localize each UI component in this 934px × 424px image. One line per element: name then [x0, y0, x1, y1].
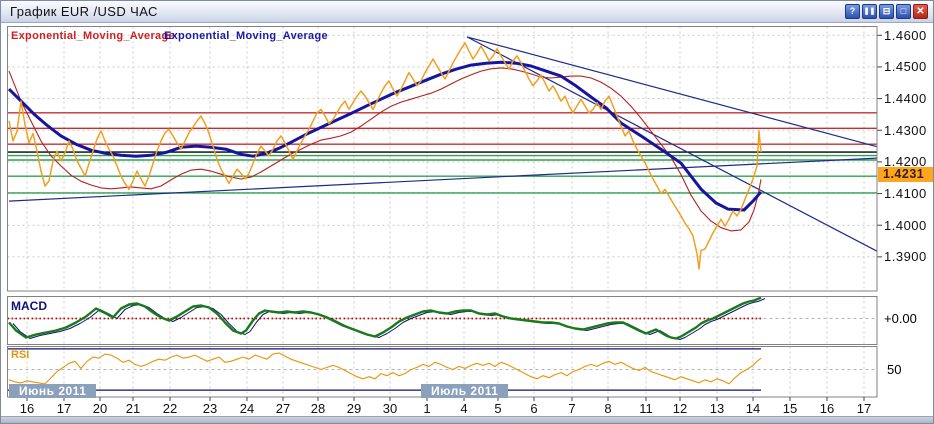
time-axis-label: 8: [604, 401, 612, 416]
main-panel-frame: [7, 26, 878, 292]
time-axis-label: 4: [460, 401, 468, 416]
time-axis-label: 1: [423, 401, 431, 416]
time-axis-label: 24: [239, 401, 255, 416]
time-axis-label: 17: [56, 401, 72, 416]
time-axis-label: 6: [530, 401, 538, 416]
minimize-button[interactable]: ⊟: [879, 4, 894, 19]
down-trend-lower: [466, 36, 878, 252]
price-axis-label: 1.4000: [884, 217, 927, 233]
up-trend-support: [8, 157, 878, 202]
ema-fast-legend: Exponential_Moving_Average: [11, 30, 175, 42]
time-axis-label: 20: [92, 401, 108, 416]
ema-slow-series: [7, 60, 763, 212]
time-axis-label: 27: [275, 401, 291, 416]
price-axis-label: 1.4300: [884, 122, 927, 138]
price-axis-label: 1.4100: [884, 186, 927, 202]
ema-fast-series: [8, 67, 762, 232]
rsi-series: [8, 352, 762, 385]
chart-canvas[interactable]: [1, 23, 934, 424]
current-price-tag: 1.4231: [878, 166, 933, 182]
maximize-button[interactable]: □: [896, 4, 911, 19]
time-axis-label: 5: [494, 401, 502, 416]
time-axis-label: 11: [639, 401, 653, 416]
close-button[interactable]: ✕: [913, 4, 928, 19]
price-axis-label: 1.4500: [884, 59, 927, 75]
price-series: [8, 42, 762, 270]
time-axis-label: 17: [856, 401, 872, 416]
window-buttons: ? ❚❚ ⊟ □ ✕: [845, 4, 928, 19]
macd-panel-label: MACD: [11, 299, 47, 313]
time-axis-label: 12: [672, 401, 688, 416]
down-trend-upper: [466, 36, 878, 148]
time-axis-label: 14: [745, 401, 761, 416]
window-title: График EUR /USD ЧАС: [10, 4, 158, 19]
time-axis-label: 21: [125, 401, 141, 416]
rsi-mid-label: 50: [887, 362, 902, 377]
time-axis-label: 22: [162, 401, 178, 416]
time-axis-label: 28: [310, 401, 326, 416]
time-axis-label: 15: [782, 401, 798, 416]
price-axis-label: 1.3900: [884, 249, 927, 265]
macd-zero-label: +0.00: [884, 311, 917, 326]
ema-slow-legend: Exponential_Moving_Average: [164, 30, 328, 42]
macd-panel-frame: [7, 296, 878, 345]
price-axis-label: 1.4200: [884, 154, 927, 170]
help-button[interactable]: ?: [845, 4, 860, 19]
main-panel-bg: [7, 26, 877, 291]
time-axis-label: 29: [346, 401, 362, 416]
time-axis-label: 30: [382, 401, 398, 416]
title-bar[interactable]: График EUR /USD ЧАС ? ❚❚ ⊟ □ ✕: [1, 1, 933, 23]
time-axis-label: 16: [819, 401, 835, 416]
macd-main-series: [8, 296, 762, 340]
time-axis-label: 13: [709, 401, 725, 416]
month-badge-june: Июнь 2011: [9, 384, 97, 398]
time-axis-label: 7: [568, 401, 576, 416]
price-axis-label: 1.4600: [884, 27, 927, 43]
month-badge-july: Июль 2011: [421, 384, 509, 398]
chart-content: Exponential_Moving_Average Exponential_M…: [1, 23, 933, 418]
window-resize-edge[interactable]: [1, 416, 933, 423]
price-axis-label: 1.4400: [884, 91, 927, 107]
time-axis-label: 23: [202, 401, 218, 416]
pause-button[interactable]: ❚❚: [862, 4, 877, 19]
rsi-panel-label: RSI: [11, 349, 30, 361]
macd-panel-bg: [7, 296, 877, 345]
time-axis-label: 16: [19, 401, 35, 416]
